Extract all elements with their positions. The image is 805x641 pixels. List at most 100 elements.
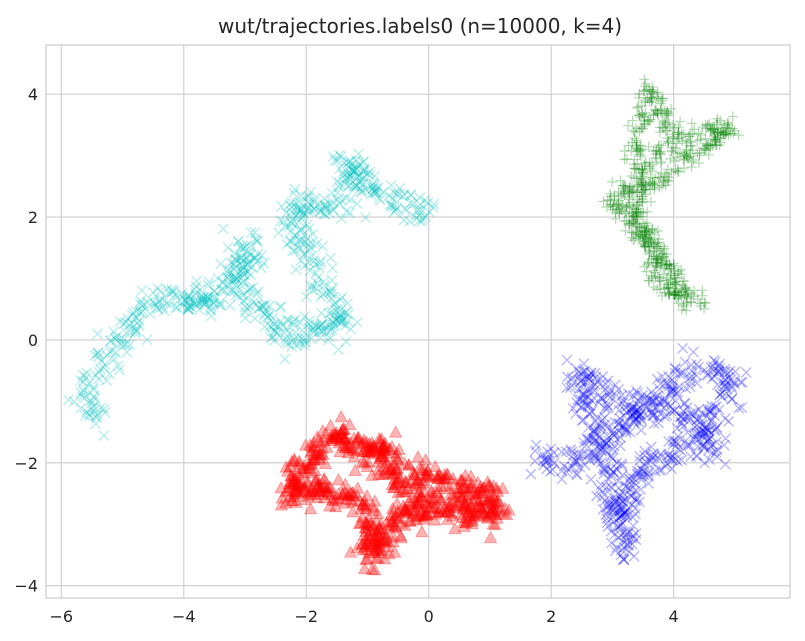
- data-point-marker: [398, 474, 412, 487]
- data-point-marker: [707, 123, 718, 134]
- data-point-marker: [673, 166, 684, 177]
- data-point-marker: [331, 473, 346, 486]
- data-point-marker: [635, 149, 646, 160]
- data-point-marker: [619, 189, 630, 200]
- data-point-marker: [616, 460, 628, 472]
- data-point-marker: [616, 519, 627, 531]
- data-point-marker: [318, 200, 330, 212]
- data-point-marker: [291, 339, 302, 351]
- data-point-marker: [338, 486, 353, 500]
- data-point-marker: [719, 458, 731, 470]
- data-point-marker: [99, 407, 111, 419]
- data-point-marker: [609, 545, 621, 557]
- data-point-marker: [250, 252, 262, 264]
- data-point-marker: [465, 517, 479, 530]
- data-point-marker: [645, 455, 657, 467]
- data-point-marker: [293, 478, 307, 491]
- data-point-marker: [448, 477, 462, 490]
- data-point-marker: [335, 487, 350, 500]
- data-point-marker: [303, 222, 315, 234]
- data-point-marker: [636, 100, 647, 111]
- data-point-marker: [623, 473, 635, 485]
- data-point-marker: [294, 235, 306, 247]
- data-point-marker: [485, 501, 500, 514]
- data-point-marker: [343, 180, 354, 192]
- data-point-marker: [582, 391, 594, 403]
- data-point-marker: [637, 167, 648, 178]
- data-point-marker: [632, 492, 643, 504]
- data-point-marker: [455, 473, 469, 486]
- data-point-marker: [650, 239, 661, 250]
- data-point-marker: [359, 498, 373, 511]
- data-point-marker: [722, 122, 733, 133]
- data-point-marker: [384, 198, 396, 210]
- data-point-marker: [351, 430, 366, 443]
- data-point-marker: [190, 288, 202, 300]
- data-point-marker: [338, 477, 352, 490]
- data-point-marker: [540, 456, 552, 468]
- data-point-marker: [244, 249, 256, 261]
- data-point-marker: [678, 275, 689, 286]
- data-point-marker: [196, 295, 208, 306]
- data-point-marker: [670, 287, 681, 298]
- data-point-marker: [616, 501, 628, 513]
- data-point-marker: [260, 308, 271, 320]
- data-point-marker: [643, 258, 654, 268]
- data-point-marker: [729, 366, 741, 378]
- data-point-marker: [315, 320, 327, 331]
- data-point-marker: [687, 145, 698, 156]
- data-point-marker: [670, 276, 681, 287]
- data-point-marker: [366, 500, 380, 513]
- data-point-marker: [398, 518, 412, 531]
- data-point-marker: [654, 122, 665, 133]
- data-point-marker: [301, 232, 313, 244]
- data-point-marker: [112, 360, 124, 372]
- data-point-marker: [414, 489, 428, 502]
- data-point-marker: [250, 298, 262, 310]
- data-point-marker: [486, 501, 500, 514]
- data-point-marker: [639, 445, 651, 457]
- data-point-marker: [677, 304, 688, 315]
- data-point-marker: [662, 272, 673, 283]
- data-point-marker: [652, 254, 663, 265]
- data-point-marker: [288, 334, 300, 346]
- data-point-marker: [308, 452, 322, 465]
- data-point-marker: [637, 191, 648, 202]
- data-point-marker: [650, 105, 661, 116]
- data-point-marker: [290, 463, 304, 477]
- data-point-marker: [630, 415, 642, 427]
- data-point-marker: [275, 215, 286, 227]
- data-point-marker: [288, 484, 303, 497]
- data-point-marker: [326, 283, 338, 295]
- data-point-marker: [726, 393, 738, 405]
- data-point-marker: [607, 453, 618, 465]
- data-point-marker: [653, 139, 664, 150]
- data-point-marker: [314, 325, 325, 337]
- data-point-marker: [335, 309, 346, 321]
- data-point-marker: [657, 93, 668, 104]
- data-point-marker: [636, 171, 647, 182]
- data-point-marker: [371, 545, 386, 558]
- data-point-marker: [286, 493, 300, 507]
- data-point-marker: [455, 490, 469, 504]
- data-point-marker: [631, 102, 642, 113]
- data-point-marker: [414, 199, 426, 211]
- data-point-marker: [725, 128, 736, 139]
- data-point-marker: [655, 172, 666, 183]
- scatter-points: [62, 74, 752, 576]
- data-point-marker: [264, 309, 276, 321]
- data-point-marker: [650, 465, 662, 477]
- data-point-marker: [409, 510, 423, 523]
- data-point-marker: [180, 294, 191, 306]
- data-point-marker: [646, 95, 657, 106]
- data-point-marker: [284, 468, 298, 481]
- data-point-marker: [345, 442, 360, 455]
- data-point-marker: [658, 269, 669, 280]
- data-point-marker: [413, 485, 427, 498]
- data-point-marker: [307, 228, 319, 240]
- data-point-marker: [383, 441, 397, 455]
- data-point-marker: [701, 138, 712, 149]
- data-point-marker: [339, 177, 351, 189]
- data-point-marker: [628, 125, 639, 136]
- data-point-marker: [196, 296, 208, 308]
